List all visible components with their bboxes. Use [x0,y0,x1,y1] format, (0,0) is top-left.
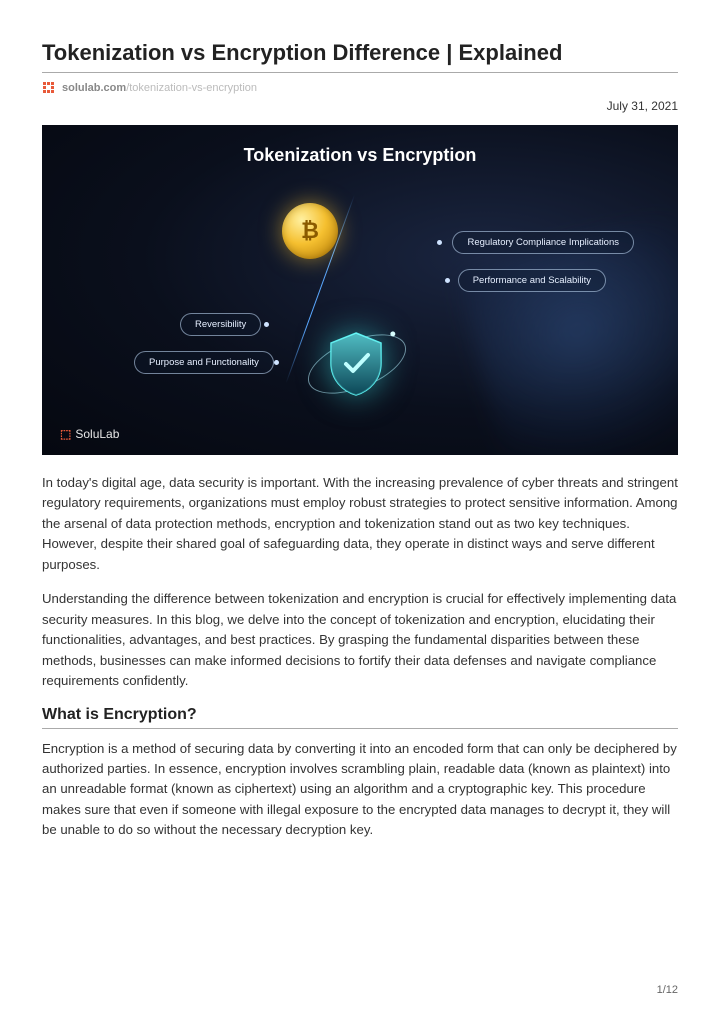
hero-title: Tokenization vs Encryption [42,145,678,166]
section-body: Encryption is a method of securing data … [42,739,678,841]
source-path: /tokenization-vs-encryption [126,82,257,94]
pill-reversibility: Reversibility [180,313,261,336]
pill-regulatory: Regulatory Compliance Implications [452,231,634,254]
site-icon [42,81,56,95]
paragraph-1: In today's digital age, data security is… [42,473,678,575]
hero-image: Tokenization vs Encryption ₿ Regulatory … [42,125,678,455]
hero-logo: ⬚ SoluLab [60,427,119,441]
shield-icon [326,331,386,397]
pill-dot [445,278,450,283]
page-number: 1/12 [657,984,678,996]
publish-date: July 31, 2021 [42,99,678,113]
bitcoin-coin-icon: ₿ [282,203,338,259]
section-heading: What is Encryption? [42,706,678,729]
pill-dot [264,322,269,327]
pill-dot [274,360,279,365]
source-url: solulab.com/tokenization-vs-encryption [62,82,257,94]
logo-mark-icon: ⬚ [60,427,71,441]
logo-text: SoluLab [75,427,119,441]
source-line: solulab.com/tokenization-vs-encryption [42,81,678,95]
pill-purpose: Purpose and Functionality [134,351,274,374]
pill-performance: Performance and Scalability [458,269,606,292]
paragraph-2: Understanding the difference between tok… [42,589,678,691]
source-domain: solulab.com [62,82,126,94]
page-title: Tokenization vs Encryption Difference | … [42,40,678,73]
pill-dot [437,240,442,245]
